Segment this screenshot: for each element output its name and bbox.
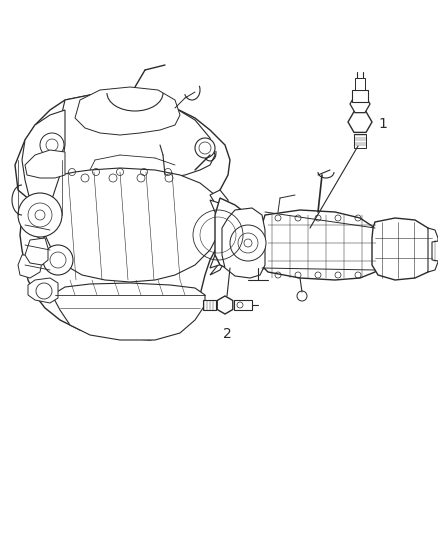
Polygon shape	[18, 255, 42, 278]
Polygon shape	[25, 238, 48, 265]
Bar	[355, 78, 365, 90]
Bar	[352, 90, 368, 102]
Polygon shape	[350, 95, 370, 112]
Polygon shape	[432, 240, 438, 262]
Polygon shape	[25, 150, 65, 178]
Circle shape	[195, 138, 215, 158]
Text: 1: 1	[378, 117, 387, 131]
Polygon shape	[217, 296, 233, 314]
Polygon shape	[348, 111, 372, 132]
Circle shape	[230, 225, 266, 261]
Polygon shape	[22, 110, 65, 240]
Bar	[234, 300, 252, 310]
Polygon shape	[222, 208, 265, 278]
Bar	[203, 300, 216, 310]
Circle shape	[297, 291, 307, 301]
Polygon shape	[75, 87, 180, 135]
Polygon shape	[258, 210, 380, 280]
Polygon shape	[15, 92, 230, 340]
Circle shape	[40, 133, 64, 157]
Circle shape	[36, 283, 52, 299]
Circle shape	[43, 245, 73, 275]
Text: 2: 2	[223, 327, 231, 341]
Polygon shape	[428, 228, 438, 272]
Polygon shape	[215, 198, 272, 274]
Polygon shape	[28, 278, 58, 303]
Polygon shape	[210, 200, 232, 268]
Circle shape	[18, 193, 62, 237]
Polygon shape	[210, 190, 228, 275]
Polygon shape	[44, 168, 220, 282]
Polygon shape	[372, 218, 432, 280]
Bar	[354, 134, 366, 148]
Polygon shape	[48, 95, 215, 183]
Polygon shape	[52, 283, 205, 340]
